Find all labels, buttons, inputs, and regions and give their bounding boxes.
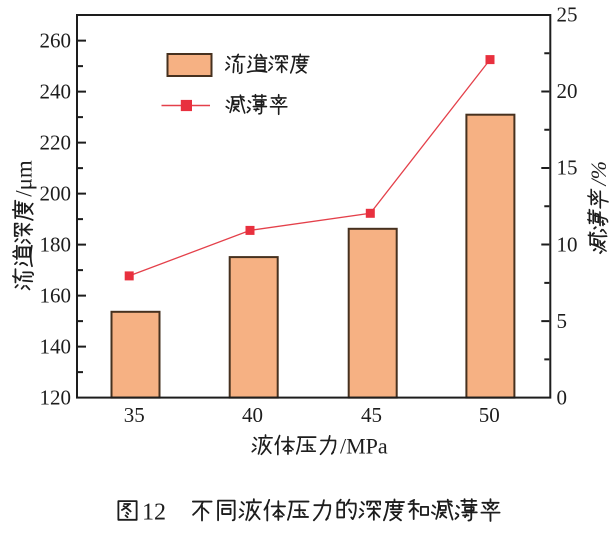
svg-text:220: 220 xyxy=(40,130,72,154)
svg-text:120: 120 xyxy=(40,385,72,409)
svg-text:140: 140 xyxy=(40,334,72,358)
svg-text:20: 20 xyxy=(557,79,578,103)
svg-text:5: 5 xyxy=(557,309,568,333)
svg-text:15: 15 xyxy=(557,156,578,180)
svg-text:0: 0 xyxy=(557,385,568,409)
svg-text:200: 200 xyxy=(40,181,72,205)
svg-text:10: 10 xyxy=(557,232,578,256)
svg-text:240: 240 xyxy=(40,79,72,103)
svg-text:/%: /% xyxy=(586,161,611,187)
svg-text:12: 12 xyxy=(142,500,166,526)
svg-text:35: 35 xyxy=(124,403,145,427)
svg-text:45: 45 xyxy=(361,403,382,427)
svg-text:/μm: /μm xyxy=(12,160,37,197)
svg-text:50: 50 xyxy=(479,403,500,427)
svg-text:260: 260 xyxy=(40,28,72,52)
svg-text:180: 180 xyxy=(40,232,72,256)
svg-text:25: 25 xyxy=(557,3,578,27)
svg-text:/MPa: /MPa xyxy=(340,434,388,459)
svg-text:160: 160 xyxy=(40,283,72,307)
svg-text:40: 40 xyxy=(242,403,263,427)
